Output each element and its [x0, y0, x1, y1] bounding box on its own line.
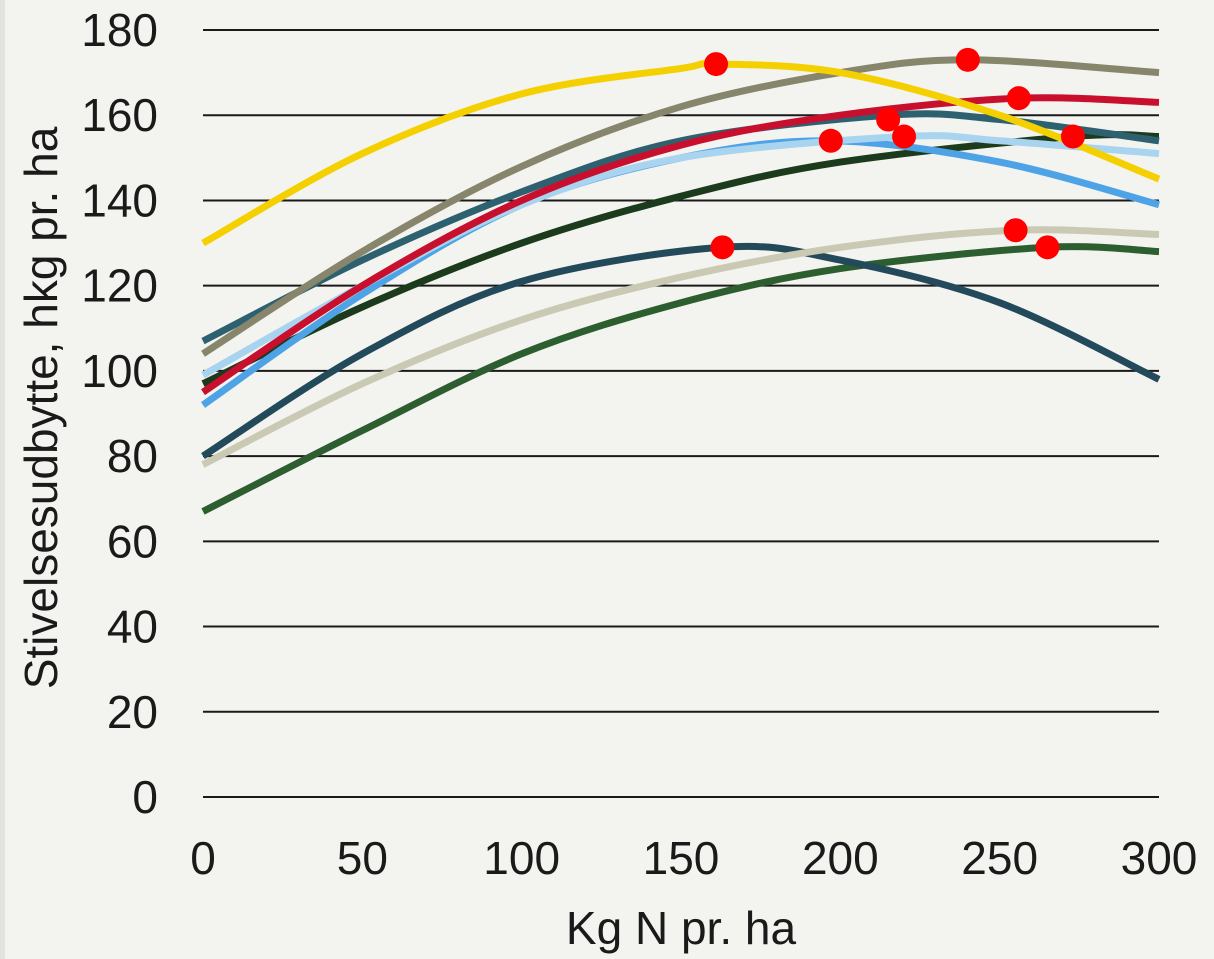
series-line-9	[201, 242, 1161, 460]
y-tick-label: 180	[81, 4, 158, 56]
x-tick-label: 100	[483, 832, 560, 884]
y-tick-labels: 0 20 40 60 80 100 120 140 160 180	[81, 4, 158, 823]
optimum-marker-10	[1035, 235, 1060, 260]
x-axis-title: Kg N pr. ha	[566, 902, 797, 954]
y-tick-label: 20	[107, 686, 158, 738]
x-tick-label: 50	[337, 832, 388, 884]
optimum-marker-2	[955, 47, 980, 72]
optimum-marker-3	[1006, 86, 1031, 111]
left-edge-strip	[0, 0, 5, 959]
optimum-markers	[704, 47, 1085, 260]
series-line-7	[201, 131, 1160, 387]
y-tick-label: 60	[107, 515, 158, 567]
y-tick-label: 40	[107, 601, 158, 653]
y-axis-title: Stivelsesudbytte, hkg pr. ha	[15, 126, 67, 689]
optimum-marker-7	[1060, 124, 1085, 149]
x-tick-label: 300	[1121, 832, 1198, 884]
series-line-10	[201, 243, 1160, 515]
x-tick-label: 200	[802, 832, 879, 884]
x-tick-label: 150	[643, 832, 720, 884]
y-tick-label: 80	[107, 430, 158, 482]
optimum-marker-1	[704, 52, 729, 77]
y-tick-label: 100	[81, 345, 158, 397]
optimum-marker-6	[818, 128, 843, 153]
optimum-marker-4	[876, 107, 901, 132]
series-line-1	[201, 60, 1161, 247]
optimum-marker-8	[1003, 218, 1028, 243]
x-tick-label: 250	[961, 832, 1038, 884]
gridlines	[203, 29, 1159, 798]
y-tick-label: 0	[132, 771, 158, 823]
y-tick-label: 160	[81, 89, 158, 141]
optimum-marker-5	[892, 124, 917, 149]
y-tick-label: 140	[81, 174, 158, 226]
series-line-4	[201, 110, 1160, 345]
y-tick-label: 120	[81, 260, 158, 312]
x-tick-labels: 0 50 100 150 200 250 300	[190, 832, 1197, 884]
series-line-5	[201, 132, 1160, 379]
optimum-marker-9	[710, 235, 735, 260]
x-tick-label: 0	[190, 832, 216, 884]
